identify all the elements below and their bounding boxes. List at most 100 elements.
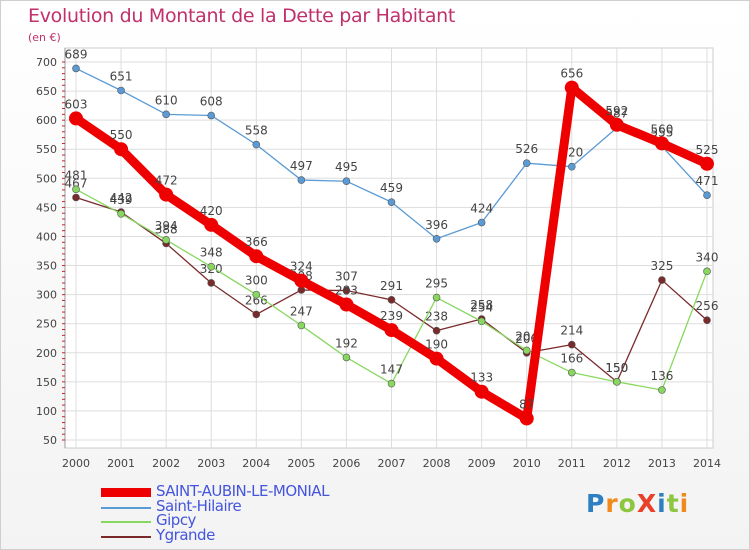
data-label: 555 xyxy=(650,125,673,139)
data-point xyxy=(429,351,444,366)
data-label: 204 xyxy=(515,329,538,343)
data-point xyxy=(72,185,80,194)
data-label: 550 xyxy=(110,128,133,142)
data-label: 366 xyxy=(245,235,268,249)
data-point xyxy=(477,317,486,326)
data-point xyxy=(252,290,261,299)
y-tick-label: 700 xyxy=(36,56,57,69)
proxiti-logo: ProXiti xyxy=(586,489,689,518)
logo-letter: r xyxy=(605,489,619,518)
data-label: 192 xyxy=(335,336,358,350)
data-point xyxy=(477,218,486,227)
data-point xyxy=(432,234,441,243)
legend-label: Saint-Hilaire xyxy=(156,496,242,515)
data-label: 651 xyxy=(110,69,133,83)
chart-title: Evolution du Montant de la Dette par Hab… xyxy=(28,5,456,27)
y-tick-label: 250 xyxy=(36,318,57,331)
legend-swatch xyxy=(101,521,151,523)
legend-swatch xyxy=(101,535,151,538)
x-tick-label: 2014 xyxy=(693,457,721,470)
data-point xyxy=(162,110,170,119)
data-label: 283 xyxy=(335,284,358,298)
data-point xyxy=(294,273,309,288)
data-point xyxy=(384,323,399,338)
data-point xyxy=(474,384,489,399)
data-point xyxy=(69,111,83,126)
data-point xyxy=(613,378,621,386)
data-label: 190 xyxy=(425,338,448,352)
data-label: 300 xyxy=(245,274,268,288)
data-point xyxy=(204,217,219,232)
x-tick-label: 2006 xyxy=(332,457,360,470)
data-label: 526 xyxy=(515,142,538,156)
y-tick-label: 600 xyxy=(36,114,57,127)
data-point xyxy=(567,368,576,377)
y-tick-label: 100 xyxy=(36,405,57,418)
data-point xyxy=(519,411,534,426)
data-point xyxy=(297,176,306,184)
data-label: 472 xyxy=(155,174,178,188)
data-point xyxy=(564,80,579,95)
series-saint-aubin-le-monial: 603 550 472 420 366 324 283 239 190 133 87 656 592 56… xyxy=(65,67,719,426)
data-label: 307 xyxy=(335,270,358,284)
x-tick-label: 2007 xyxy=(378,457,406,470)
y-tick-label: 300 xyxy=(36,289,57,302)
logo-letter: i xyxy=(657,489,667,518)
y-tick-label: 500 xyxy=(36,172,57,185)
data-label: 238 xyxy=(425,310,448,324)
data-point xyxy=(567,162,576,171)
data-label: 442 xyxy=(110,191,133,205)
logo-letter: o xyxy=(618,489,637,518)
data-point xyxy=(252,140,261,149)
data-point xyxy=(249,249,264,264)
x-tick-label: 2008 xyxy=(423,457,451,470)
data-label: 592 xyxy=(605,104,628,118)
data-label: 254 xyxy=(470,300,493,314)
data-label: 481 xyxy=(65,168,88,182)
data-point xyxy=(658,276,666,284)
data-point xyxy=(387,198,396,206)
data-label: 239 xyxy=(380,309,403,323)
data-label: 495 xyxy=(335,160,358,174)
logo-letter: i xyxy=(679,489,690,518)
data-label: 147 xyxy=(380,363,403,377)
data-point xyxy=(342,177,351,186)
data-label: 150 xyxy=(605,361,628,375)
unit-label: (en €) xyxy=(28,31,61,44)
logo-letter: P xyxy=(586,489,606,518)
data-label: 166 xyxy=(560,352,583,366)
x-tick-label: 2011 xyxy=(558,457,586,470)
data-point xyxy=(72,64,80,73)
legend-label: Ygrande xyxy=(156,525,215,544)
y-tick-label: 350 xyxy=(36,260,57,273)
data-label: 394 xyxy=(155,219,178,233)
x-tick-label: 2004 xyxy=(242,457,270,470)
data-label: 258 xyxy=(470,298,493,312)
x-tick-label: 2009 xyxy=(468,457,496,470)
data-label: 388 xyxy=(155,222,178,236)
data-label: 324 xyxy=(290,260,313,274)
x-tick-label: 2003 xyxy=(197,457,225,470)
x-tick-label: 2010 xyxy=(513,457,541,470)
logo-letter: t xyxy=(666,489,680,518)
data-point xyxy=(207,279,216,287)
data-label: 459 xyxy=(380,181,403,195)
data-point xyxy=(252,310,261,319)
data-label: 497 xyxy=(290,159,313,173)
data-point xyxy=(162,236,170,244)
data-label: 247 xyxy=(290,304,313,318)
x-tick-label: 2012 xyxy=(603,457,631,470)
data-label: 340 xyxy=(696,250,719,264)
data-point xyxy=(522,159,531,167)
data-point xyxy=(700,156,714,171)
y-tick-label: 200 xyxy=(36,347,57,360)
data-label: 610 xyxy=(155,93,178,107)
data-label: 439 xyxy=(110,193,133,207)
data-point xyxy=(117,209,125,218)
data-label: 420 xyxy=(200,204,223,218)
data-label: 424 xyxy=(470,202,493,216)
data-label: 87 xyxy=(519,397,534,411)
data-label: 525 xyxy=(696,143,719,157)
